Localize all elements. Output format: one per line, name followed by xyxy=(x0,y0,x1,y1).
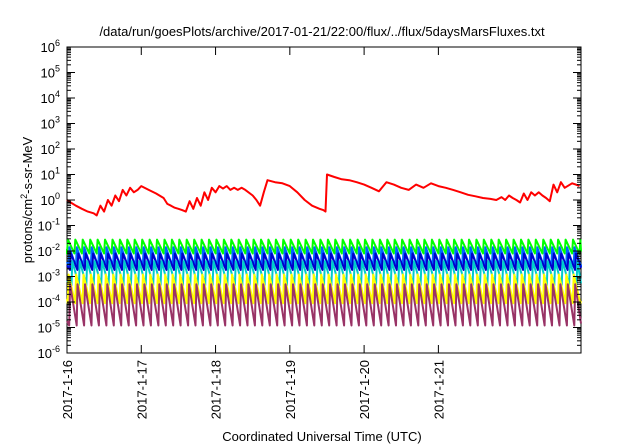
y-tick-base: 10 xyxy=(38,321,52,336)
y-tick-base: 10 xyxy=(41,66,55,81)
y-tick-label: 10-4 xyxy=(38,293,60,310)
y-tick-label: 101 xyxy=(41,166,60,183)
y-tick-base: 10 xyxy=(41,168,55,183)
y-tick-exponent: 6 xyxy=(55,38,60,48)
y-tick-exponent: -6 xyxy=(52,344,60,354)
series-line xyxy=(66,252,582,271)
y-tick-exponent: 0 xyxy=(55,191,60,201)
y-tick-exponent: 1 xyxy=(55,166,60,176)
x-tick-label: 2017-1-21 xyxy=(431,360,446,419)
y-tick-label: 102 xyxy=(41,140,60,157)
x-tick-label: 2017-1-19 xyxy=(283,360,298,419)
y-axis-title: protons/cm2-s-sr-MeV xyxy=(19,136,35,263)
y-axis-title-rest: -s-sr-MeV xyxy=(20,136,35,193)
y-tick-base: 10 xyxy=(41,91,55,106)
y-tick-exponent: -1 xyxy=(52,217,60,227)
y-tick-label: 10-5 xyxy=(38,319,60,336)
y-tick-base: 10 xyxy=(38,270,52,285)
y-tick-label: 10-1 xyxy=(38,217,60,234)
x-axis: 2017-1-16 2017-1-17 2017-1-18 2017-1-19 2017… xyxy=(60,47,446,419)
series-line xyxy=(66,260,582,287)
y-tick-exponent: -2 xyxy=(52,242,60,252)
y-axis-title-sup: 2 xyxy=(19,194,29,199)
y-tick-exponent: -3 xyxy=(52,268,60,278)
y-tick-base: 10 xyxy=(38,244,52,259)
x-tick-label: 2017-1-16 xyxy=(60,360,75,419)
y-tick-exponent: 5 xyxy=(55,64,60,74)
series-line xyxy=(66,273,582,305)
y-tick-base: 10 xyxy=(38,219,52,234)
y-tick-base: 10 xyxy=(41,117,55,132)
chart-title: /data/run/goesPlots/archive/2017-01-21/2… xyxy=(99,24,545,39)
y-tick-exponent: 4 xyxy=(55,89,60,99)
y-tick-label: 105 xyxy=(41,64,60,81)
y-tick-label: 100 xyxy=(41,191,60,208)
series-line xyxy=(66,173,580,217)
y-axis: 10-610-510-410-310-210-11001011021031041… xyxy=(38,38,581,361)
plot-area: 10-610-510-410-310-210-11001011021031041… xyxy=(38,38,582,419)
y-tick-base: 10 xyxy=(41,193,55,208)
y-tick-exponent: -4 xyxy=(52,293,60,303)
y-tick-base: 10 xyxy=(38,346,52,361)
y-tick-base: 10 xyxy=(41,142,55,157)
x-tick-label: 2017-1-18 xyxy=(209,360,224,419)
y-tick-label: 10-2 xyxy=(38,242,60,259)
y-tick-exponent: 3 xyxy=(55,115,60,125)
x-tick-label: 2017-1-17 xyxy=(134,360,149,419)
x-axis-title: Coordinated Universal Time (UTC) xyxy=(222,429,421,444)
y-tick-exponent: -5 xyxy=(52,319,60,329)
series-line xyxy=(66,238,582,255)
x-tick-label: 2017-1-20 xyxy=(357,360,372,419)
y-tick-label: 106 xyxy=(41,38,60,55)
y-tick-base: 10 xyxy=(41,40,55,55)
series-line xyxy=(66,283,582,327)
series-layer xyxy=(66,173,582,327)
y-tick-label: 10-6 xyxy=(38,344,60,361)
y-tick-label: 104 xyxy=(41,89,60,106)
y-tick-label: 10-3 xyxy=(38,268,60,285)
y-axis-title-main: protons/cm xyxy=(20,199,35,263)
y-tick-label: 103 xyxy=(41,115,60,132)
y-tick-exponent: 2 xyxy=(55,140,60,150)
y-tick-base: 10 xyxy=(38,295,52,310)
